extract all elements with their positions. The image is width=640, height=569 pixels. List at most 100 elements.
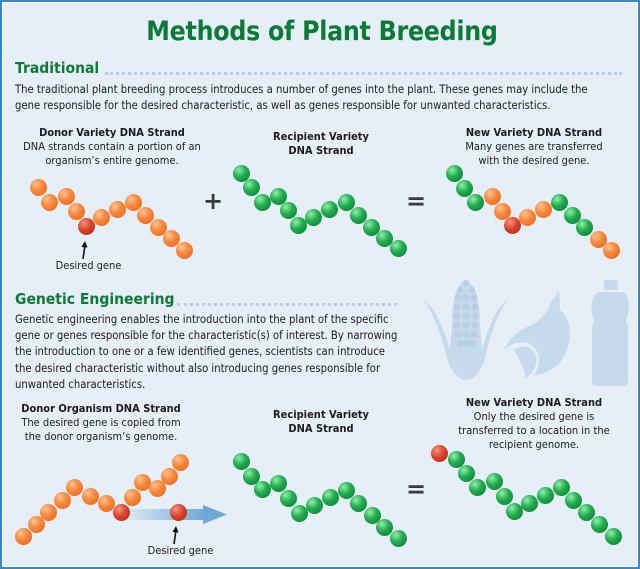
pointer-arrow-icon: [81, 241, 88, 260]
new-variety-caption: New Variety DNA Strand Only the desired …: [444, 396, 624, 452]
recipient-gene-bead: [253, 193, 271, 211]
desired-gene-bead: [503, 216, 521, 234]
donor-gene-bead: [149, 218, 167, 236]
section-divider-dots: [105, 72, 622, 75]
desired-gene-bead: [169, 503, 187, 521]
recipient-gene-bead: [304, 208, 322, 226]
traditional-heading: Traditional: [15, 59, 100, 77]
recipient-gene-bead: [362, 218, 380, 236]
recipient-gene-bead: [253, 480, 271, 498]
desired-gene-bead: [77, 217, 95, 235]
caption-text: Only the desired gene is: [473, 410, 595, 423]
recipient-gene-bead: [320, 200, 338, 218]
recipient-gene-bead: [389, 239, 407, 257]
new-variety-caption: New Variety DNA Strand Many genes are tr…: [444, 126, 624, 168]
desired-gene-bead: [112, 503, 130, 521]
recipient-gene-bead: [269, 187, 287, 205]
recipient-gene-bead: [337, 193, 355, 211]
copy-arrow-icon: [127, 505, 227, 524]
equals-sign: =: [406, 475, 427, 503]
donor-gene-bead: [148, 479, 166, 497]
recipient-gene-bead: [337, 481, 355, 499]
donor-gene-bead: [92, 208, 110, 226]
recipient-gene-bead: [232, 164, 250, 182]
recipient-gene-bead: [232, 452, 250, 470]
text-line: the desired characteristic without also …: [15, 361, 381, 375]
recipient-gene-bead: [363, 506, 381, 524]
caption-text: organism’s entire genome.: [45, 154, 179, 167]
donor-gene-bead: [14, 527, 32, 545]
recipient-gene-bead: [321, 488, 339, 506]
caption-title: New Variety DNA Strand: [465, 126, 603, 139]
page-title: Methods of Plant Breeding: [146, 16, 498, 47]
text-line: The traditional plant breeding process i…: [15, 83, 588, 96]
recipient-gene-bead: [279, 489, 297, 507]
recipient-gene-bead: [590, 515, 608, 533]
donor-gene-bead: [124, 193, 142, 211]
caption-title: New Variety DNA Strand: [465, 396, 603, 409]
donor-gene-bead: [518, 208, 536, 226]
donor-gene-bead: [493, 202, 511, 220]
caption-text: transferred to a location in the: [458, 424, 610, 437]
recipient-gene-bead: [520, 494, 538, 512]
donor-gene-bead: [108, 200, 126, 218]
caption-text: DNA strands contain a portion of an: [23, 140, 201, 153]
recipient-variety-caption: Recipient Variety DNA Strand: [231, 408, 411, 436]
donor-gene-bead: [81, 487, 99, 505]
traditional-description: The traditional plant breeding process i…: [15, 82, 588, 114]
recipient-gene-bead: [604, 527, 622, 545]
section-divider-dots: [177, 303, 397, 306]
text-line: Genetic engineering enables the introduc…: [15, 313, 389, 326]
corn-icon: [424, 280, 507, 380]
caption-title: DNA Strand: [288, 422, 354, 435]
text-line: gene or genes responsible for the charac…: [15, 329, 398, 343]
pointer-arrow-icon: [172, 526, 179, 545]
recipient-gene-bead: [552, 478, 570, 496]
donor-gene-bead: [171, 453, 189, 471]
donor-gene-bead: [160, 467, 178, 485]
recipient-gene-bead: [375, 518, 393, 536]
caption-title: Recipient Variety: [272, 408, 369, 421]
recipient-gene-bead: [495, 487, 513, 505]
plus-sign: +: [203, 187, 224, 215]
donor-gene-bead: [602, 241, 620, 259]
donor-gene-bead: [27, 515, 45, 533]
caption-text: with the desired gene.: [478, 154, 590, 167]
caption-title: Donor Organism DNA Strand: [21, 402, 181, 415]
recipient-gene-bead: [505, 502, 523, 520]
recipient-gene-bead: [349, 494, 367, 512]
recipient-gene-bead: [466, 193, 484, 211]
caption-text: The desired gene is copied from: [21, 416, 181, 429]
donor-gene-bead: [40, 193, 58, 211]
donor-gene-bead: [175, 241, 193, 259]
caption-title: DNA Strand: [288, 144, 354, 157]
recipient-gene-bead: [290, 504, 308, 522]
recipient-gene-bead: [536, 486, 554, 504]
recipient-gene-bead: [349, 206, 367, 224]
recipient-gene-bead: [550, 193, 568, 211]
desired-gene-label: Desired gene: [147, 544, 214, 557]
text-line: the introduction to one or a few identif…: [15, 345, 386, 359]
text-line: unwanted characteristics.: [15, 377, 146, 391]
recipient-gene-bead: [269, 474, 287, 492]
recipient-gene-bead: [457, 464, 475, 482]
donor-gene-bead: [97, 494, 115, 512]
donor-gene-bead: [483, 187, 501, 205]
caption-title: Recipient Variety: [272, 130, 369, 143]
recipient-gene-bead: [289, 216, 307, 234]
recipient-variety-caption: Recipient Variety DNA Strand: [231, 130, 411, 158]
desired-gene-bead: [430, 444, 448, 462]
donor-gene-bead: [136, 206, 154, 224]
donor-variety-caption: Donor Variety DNA Strand DNA strands con…: [22, 126, 202, 168]
donor-gene-bead: [67, 202, 85, 220]
recipient-gene-bead: [485, 472, 503, 490]
equals-sign: =: [406, 187, 427, 215]
donor-gene-bead: [133, 473, 151, 491]
crop-icons: [424, 280, 629, 386]
donor-gene-bead: [39, 503, 57, 521]
desired-gene-label: Desired gene: [55, 259, 122, 272]
recipient-gene-bead: [564, 491, 582, 509]
recipient-gene-bead: [468, 478, 486, 496]
recipient-gene-bead: [563, 206, 581, 224]
